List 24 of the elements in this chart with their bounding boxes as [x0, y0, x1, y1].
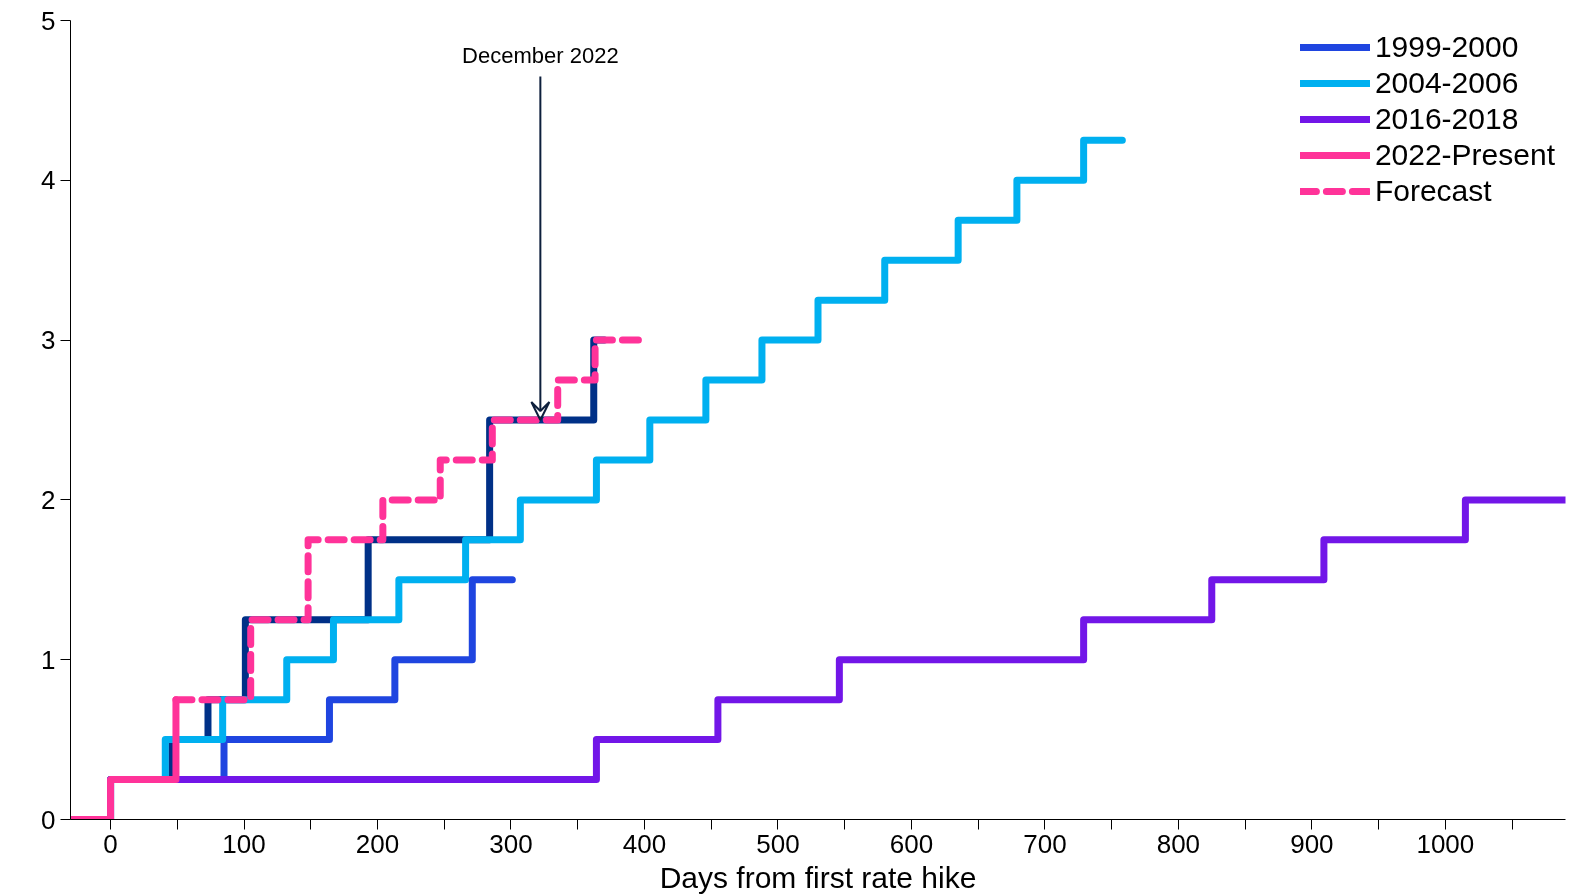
x-tick-label: 100	[222, 828, 266, 859]
x-tick-label: 900	[1290, 828, 1334, 859]
x-tick-label: 700	[1023, 828, 1067, 859]
x-tick-label: 600	[889, 828, 934, 859]
y-tick-label: 0	[41, 804, 56, 835]
legend-label: Forecast	[1374, 174, 1492, 208]
x-tick-label: 1000	[1416, 828, 1475, 859]
x-tick-label: 800	[1156, 828, 1201, 859]
x-tick-label: 0	[103, 828, 118, 859]
x-tick-label: 400	[622, 828, 667, 859]
y-tick-label: 2	[41, 484, 56, 515]
x-tick-label: 300	[489, 828, 533, 859]
y-tick-label: 1	[41, 644, 56, 675]
legend-label: 2016-2018	[1374, 102, 1519, 136]
y-tick-label: 4	[41, 165, 56, 196]
x-tick-label: 500	[756, 828, 800, 859]
y-tick-label: 3	[41, 325, 56, 356]
x-axis-title: Days from first rate hike	[659, 860, 977, 894]
legend-label: 2022-Present	[1374, 138, 1555, 172]
legend-label: 2004-2006	[1374, 66, 1519, 100]
annotation: December 2022	[462, 43, 619, 69]
x-tick-label: 200	[355, 828, 400, 859]
legend-label: 1999-2000	[1374, 30, 1519, 64]
y-tick-label: 5	[41, 5, 56, 36]
